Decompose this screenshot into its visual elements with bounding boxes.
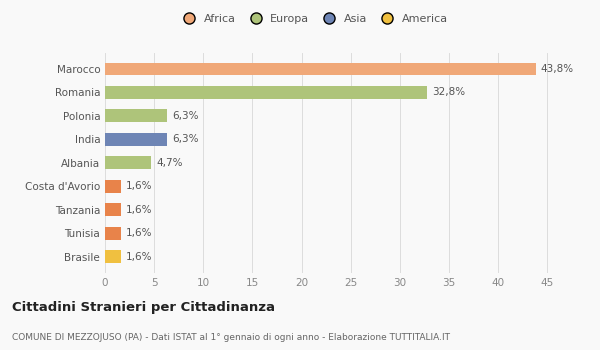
Bar (105, 227, 121, 239)
Text: 4,7%: 4,7% (156, 158, 182, 168)
Text: 1,6%: 1,6% (125, 181, 152, 191)
Text: 6,3%: 6,3% (172, 111, 199, 121)
Text: 1,6%: 1,6% (125, 252, 152, 261)
Text: 6,3%: 6,3% (172, 134, 199, 144)
Bar (105, 180, 121, 193)
Text: Cittadini Stranieri per Cittadinanza: Cittadini Stranieri per Cittadinanza (12, 301, 275, 314)
Text: 1,6%: 1,6% (125, 228, 152, 238)
Legend: Africa, Europa, Asia, America: Africa, Europa, Asia, America (173, 9, 452, 28)
Bar (105, 203, 121, 216)
Bar (105, 250, 121, 263)
Bar (105, 133, 167, 146)
Bar (105, 156, 151, 169)
Text: 1,6%: 1,6% (125, 205, 152, 215)
Text: 43,8%: 43,8% (541, 64, 574, 74)
Bar (105, 63, 536, 75)
Bar (105, 110, 167, 122)
Text: COMUNE DI MEZZOJUSO (PA) - Dati ISTAT al 1° gennaio di ogni anno - Elaborazione : COMUNE DI MEZZOJUSO (PA) - Dati ISTAT al… (12, 332, 450, 342)
Bar (105, 86, 427, 99)
Text: 32,8%: 32,8% (433, 88, 466, 97)
